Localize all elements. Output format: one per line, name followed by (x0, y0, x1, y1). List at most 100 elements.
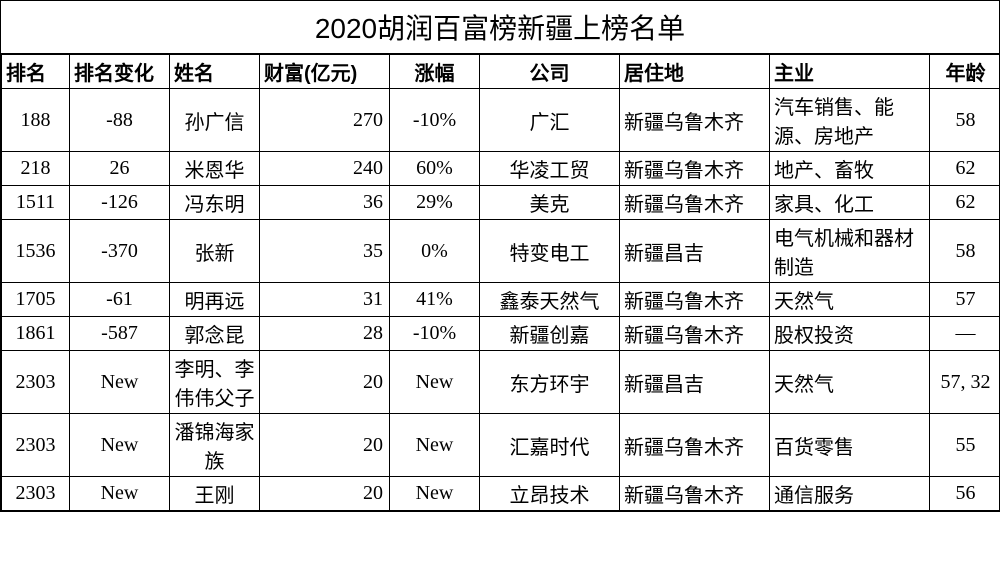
cell-city: 新疆乌鲁木齐 (620, 317, 770, 351)
wealth-value: 36 (260, 189, 389, 216)
cell-name: 明再远 (170, 283, 260, 317)
cell-pct: -10% (390, 89, 480, 152)
cell-pct: New (390, 351, 480, 414)
cell-age: 62 (930, 152, 1000, 186)
cell-industry: 天然气 (770, 283, 930, 317)
cell-company: 汇嘉时代 (480, 414, 620, 477)
cell-rank: 2303 (2, 351, 70, 414)
cell-wealth: 28 (260, 317, 390, 351)
rich-list-table: 2020胡润百富榜新疆上榜名单 排名排名变化姓名财富(亿元)涨幅公司居住地主业年… (0, 0, 1000, 512)
cell-rank: 2303 (2, 477, 70, 511)
cell-wealth: 240 (260, 152, 390, 186)
cell-city: 新疆昌吉 (620, 220, 770, 283)
col-header-age: 年龄 (930, 55, 1000, 89)
cell-city: 新疆昌吉 (620, 351, 770, 414)
cell-name: 冯东明 (170, 186, 260, 220)
cell-name: 米恩华 (170, 152, 260, 186)
cell-change: New (70, 414, 170, 477)
table-row: 2303New王刚20New立昂技术新疆乌鲁木齐通信服务56 (2, 477, 1000, 511)
wealth-value: 28 (260, 320, 389, 347)
cell-industry: 股权投资 (770, 317, 930, 351)
table-body: 188-88孙广信270-10%广汇新疆乌鲁木齐汽车销售、能源、房地产58218… (2, 89, 1000, 511)
table-row: 188-88孙广信270-10%广汇新疆乌鲁木齐汽车销售、能源、房地产58 (2, 89, 1000, 152)
cell-company: 华凌工贸 (480, 152, 620, 186)
wealth-value: 35 (260, 238, 389, 265)
cell-age: 58 (930, 89, 1000, 152)
col-header-name: 姓名 (170, 55, 260, 89)
table-row: 2303New李明、李伟伟父子20New东方环宇新疆昌吉天然气57, 32 (2, 351, 1000, 414)
cell-wealth: 36 (260, 186, 390, 220)
cell-city: 新疆乌鲁木齐 (620, 152, 770, 186)
cell-industry: 天然气 (770, 351, 930, 414)
cell-rank: 1861 (2, 317, 70, 351)
table-row: 1536-370张新350%特变电工新疆昌吉电气机械和器材制造58 (2, 220, 1000, 283)
cell-name: 孙广信 (170, 89, 260, 152)
cell-change: 26 (70, 152, 170, 186)
cell-name: 张新 (170, 220, 260, 283)
col-header-company: 公司 (480, 55, 620, 89)
table-row: 2303New潘锦海家族20New汇嘉时代新疆乌鲁木齐百货零售55 (2, 414, 1000, 477)
cell-name: 潘锦海家族 (170, 414, 260, 477)
cell-company: 美克 (480, 186, 620, 220)
cell-industry: 家具、化工 (770, 186, 930, 220)
cell-rank: 1536 (2, 220, 70, 283)
table-header-row: 排名排名变化姓名财富(亿元)涨幅公司居住地主业年龄 (2, 55, 1000, 89)
cell-pct: 41% (390, 283, 480, 317)
cell-company: 鑫泰天然气 (480, 283, 620, 317)
col-header-pct: 涨幅 (390, 55, 480, 89)
cell-industry: 通信服务 (770, 477, 930, 511)
cell-age: — (930, 317, 1000, 351)
cell-industry: 汽车销售、能源、房地产 (770, 89, 930, 152)
cell-change: -587 (70, 317, 170, 351)
cell-wealth: 270 (260, 89, 390, 152)
cell-age: 56 (930, 477, 1000, 511)
cell-name: 郭念昆 (170, 317, 260, 351)
cell-rank: 218 (2, 152, 70, 186)
table-row: 1705-61明再远3141%鑫泰天然气新疆乌鲁木齐天然气57 (2, 283, 1000, 317)
cell-rank: 1705 (2, 283, 70, 317)
wealth-value: 240 (260, 155, 389, 182)
cell-change: New (70, 351, 170, 414)
wealth-value: 20 (260, 480, 389, 507)
cell-industry: 电气机械和器材制造 (770, 220, 930, 283)
wealth-value: 20 (260, 369, 389, 396)
cell-wealth: 20 (260, 477, 390, 511)
cell-change: -88 (70, 89, 170, 152)
cell-company: 东方环宇 (480, 351, 620, 414)
cell-company: 特变电工 (480, 220, 620, 283)
cell-pct: New (390, 477, 480, 511)
cell-pct: New (390, 414, 480, 477)
cell-rank: 2303 (2, 414, 70, 477)
table-row: 1861-587郭念昆28-10%新疆创嘉新疆乌鲁木齐股权投资— (2, 317, 1000, 351)
cell-pct: 0% (390, 220, 480, 283)
cell-company: 立昂技术 (480, 477, 620, 511)
wealth-value: 31 (260, 286, 389, 313)
cell-age: 62 (930, 186, 1000, 220)
cell-company: 广汇 (480, 89, 620, 152)
data-table: 排名排名变化姓名财富(亿元)涨幅公司居住地主业年龄 188-88孙广信270-1… (1, 54, 1000, 511)
cell-pct: 29% (390, 186, 480, 220)
col-header-wealth: 财富(亿元) (260, 55, 390, 89)
cell-name: 李明、李伟伟父子 (170, 351, 260, 414)
cell-industry: 百货零售 (770, 414, 930, 477)
cell-age: 58 (930, 220, 1000, 283)
cell-company: 新疆创嘉 (480, 317, 620, 351)
col-header-city: 居住地 (620, 55, 770, 89)
cell-wealth: 20 (260, 351, 390, 414)
cell-rank: 188 (2, 89, 70, 152)
cell-city: 新疆乌鲁木齐 (620, 186, 770, 220)
cell-change: -126 (70, 186, 170, 220)
cell-pct: 60% (390, 152, 480, 186)
cell-wealth: 20 (260, 414, 390, 477)
table-title: 2020胡润百富榜新疆上榜名单 (1, 1, 999, 54)
table-row: 21826米恩华24060%华凌工贸新疆乌鲁木齐地产、畜牧62 (2, 152, 1000, 186)
cell-age: 55 (930, 414, 1000, 477)
cell-city: 新疆乌鲁木齐 (620, 89, 770, 152)
col-header-change: 排名变化 (70, 55, 170, 89)
wealth-value: 270 (260, 107, 389, 134)
col-header-industry: 主业 (770, 55, 930, 89)
cell-change: -370 (70, 220, 170, 283)
cell-city: 新疆乌鲁木齐 (620, 414, 770, 477)
col-header-rank: 排名 (2, 55, 70, 89)
wealth-value: 20 (260, 432, 389, 459)
